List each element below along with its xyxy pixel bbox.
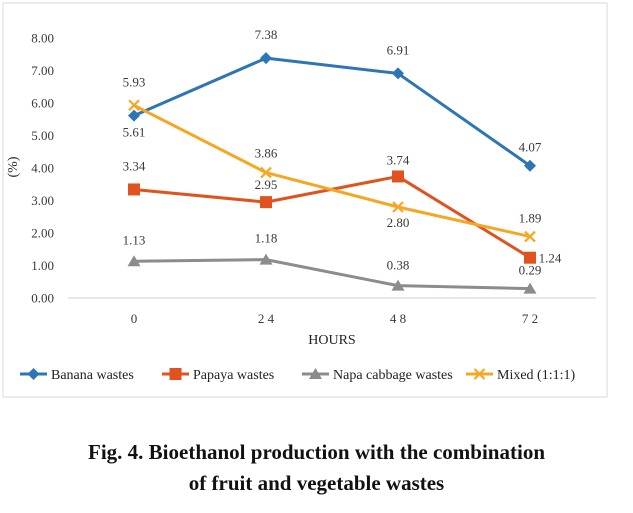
legend-label: Papaya wastes bbox=[193, 368, 274, 383]
legend-marker bbox=[169, 368, 182, 380]
y-tick-label: 4.00 bbox=[31, 161, 54, 176]
y-tick-label: 8.00 bbox=[31, 31, 54, 46]
data-label: 1.89 bbox=[519, 211, 542, 226]
legend-item: Banana wastes bbox=[20, 368, 134, 383]
data-point-marker bbox=[128, 109, 140, 122]
data-label: 5.61 bbox=[123, 125, 146, 140]
legend-label: Banana wastes bbox=[51, 368, 134, 383]
data-point-marker bbox=[128, 99, 140, 112]
data-label: 3.74 bbox=[387, 152, 410, 167]
legend-marker bbox=[309, 368, 322, 379]
legend-label: Napa cabbage wastes bbox=[333, 368, 453, 383]
data-point-marker bbox=[392, 170, 404, 183]
series-x bbox=[128, 99, 536, 243]
y-tick-label: 6.00 bbox=[31, 96, 54, 111]
y-tick-label: 5.00 bbox=[31, 128, 54, 143]
y-tick-label: 1.00 bbox=[31, 258, 54, 273]
y-axis-ticks: 0.00 1.00 2.00 3.00 4.00 5.00 6.00 7.00 8.00 bbox=[31, 31, 54, 306]
data-label: 1.13 bbox=[123, 232, 146, 247]
legend-item: Papaya wastes bbox=[162, 368, 274, 383]
series-line bbox=[133, 103, 531, 239]
series-triangle bbox=[127, 253, 537, 294]
series-line bbox=[133, 258, 531, 291]
data-point-marker bbox=[127, 255, 141, 267]
data-label: 0.38 bbox=[387, 258, 410, 273]
data-point-marker bbox=[128, 183, 140, 196]
y-tick-label: 2.00 bbox=[31, 226, 54, 241]
data-label: 5.93 bbox=[123, 74, 146, 89]
plot-frame bbox=[2, 2, 608, 398]
data-label: 1.18 bbox=[255, 231, 278, 246]
figure-caption-line-1: Fig. 4. Bioethanol production with the c… bbox=[88, 440, 545, 464]
data-label: 2.80 bbox=[387, 215, 410, 230]
data-label: 1.24 bbox=[539, 251, 562, 266]
data-label: 3.34 bbox=[123, 158, 146, 173]
y-axis-title: (%) bbox=[6, 156, 21, 177]
data-point-marker bbox=[392, 201, 404, 213]
data-point-marker bbox=[260, 166, 272, 179]
legend-label: Mixed (1:1:1) bbox=[497, 368, 575, 383]
legend-item: Napa cabbage wastes bbox=[302, 368, 453, 383]
x-tick-label: 7 2 bbox=[522, 311, 538, 326]
x-tick-label: 2 4 bbox=[258, 311, 275, 326]
figure-caption-line-2: of fruit and vegetable wastes bbox=[188, 471, 445, 495]
data-point-marker bbox=[260, 52, 272, 65]
legend-marker bbox=[473, 368, 486, 380]
legend: Banana wastes Papaya wastes Napa cabbage w… bbox=[20, 368, 575, 383]
y-tick-label: 0.00 bbox=[31, 291, 54, 306]
line-chart: 0.00 1.00 2.00 3.00 4.00 5.00 6.00 7.00 8.00 0 2 … bbox=[2, 2, 608, 398]
data-point-marker bbox=[259, 253, 273, 265]
x-axis-title: HOURS bbox=[308, 333, 355, 348]
data-label: 0.29 bbox=[519, 263, 542, 278]
series-line bbox=[133, 56, 531, 167]
data-label: 3.86 bbox=[255, 146, 278, 161]
data-point-marker bbox=[260, 196, 272, 209]
data-point-marker bbox=[523, 282, 537, 294]
data-point-marker bbox=[391, 279, 405, 291]
x-tick-label: 0 bbox=[131, 311, 138, 326]
legend-marker bbox=[27, 368, 40, 380]
data-point-marker bbox=[524, 159, 536, 172]
x-tick-label: 4 8 bbox=[390, 311, 406, 326]
data-point-marker bbox=[524, 251, 536, 264]
data-point-marker bbox=[392, 67, 404, 80]
data-point-marker bbox=[524, 230, 536, 243]
data-label: 2.95 bbox=[255, 177, 278, 192]
x-axis-ticks: 0 2 4 4 8 7 2 bbox=[131, 311, 538, 326]
series-diamond bbox=[128, 52, 536, 172]
data-labels: 5.61 7.38 6.91 4.07 3.34 2.95 3.74 1.24 1.13 1.18… bbox=[123, 27, 562, 277]
y-tick-label: 3.00 bbox=[31, 193, 54, 208]
data-label: 4.07 bbox=[519, 140, 542, 155]
data-label: 6.91 bbox=[387, 42, 410, 57]
y-tick-label: 7.00 bbox=[31, 63, 54, 78]
legend-item: Mixed (1:1:1) bbox=[466, 368, 575, 383]
data-label: 7.38 bbox=[255, 27, 278, 42]
series-layer bbox=[127, 52, 537, 294]
